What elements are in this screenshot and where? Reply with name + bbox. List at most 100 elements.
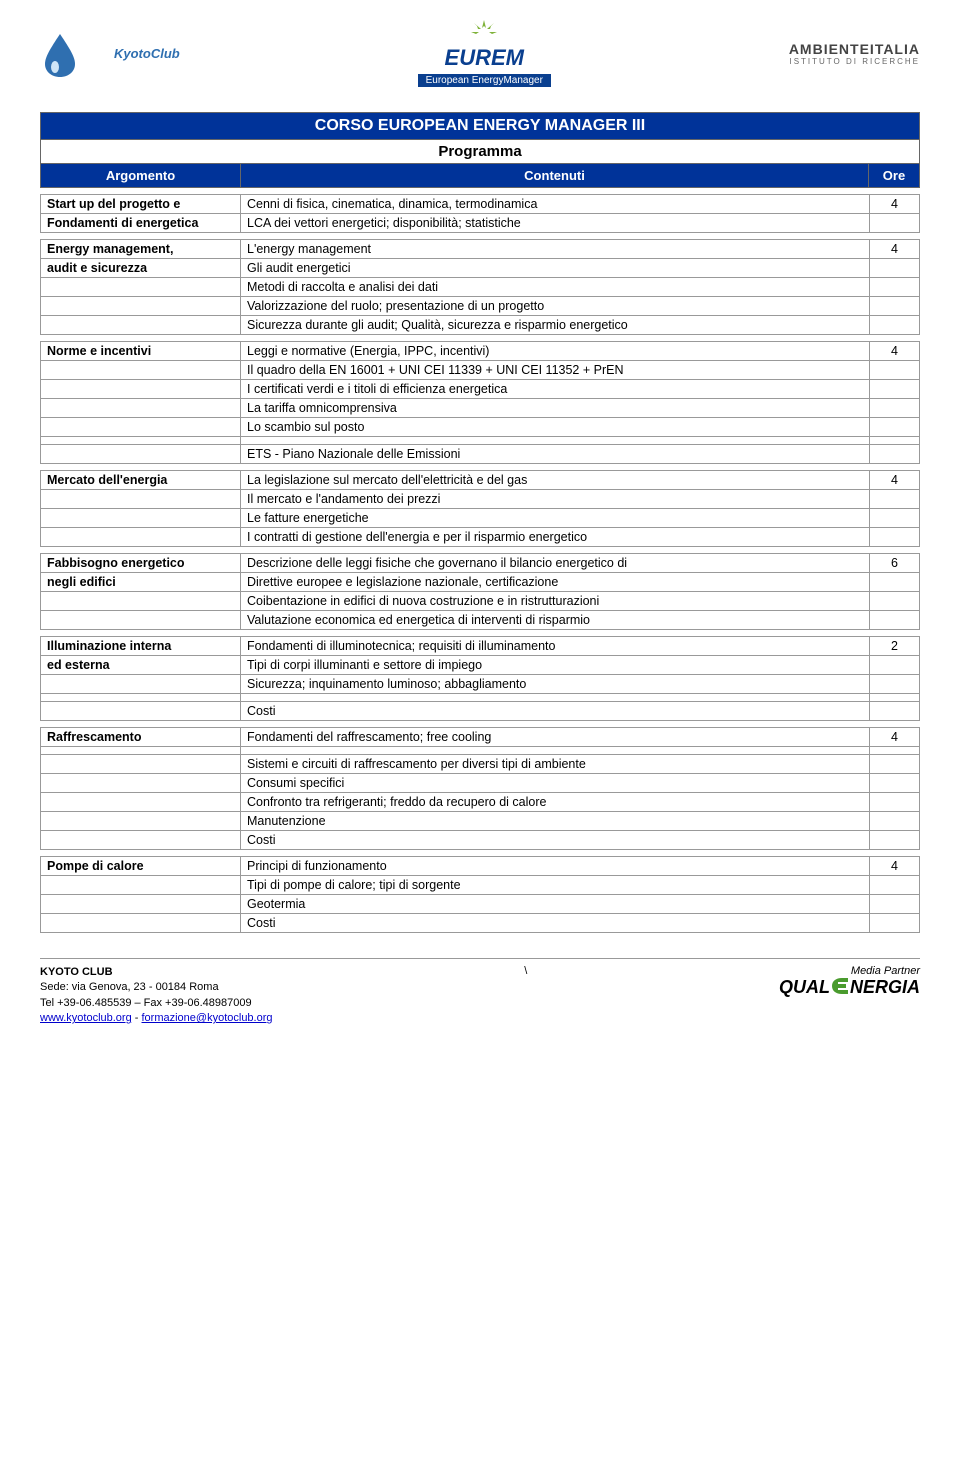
content-cell: Leggi e normative (Energia, IPPC, incent…	[241, 342, 870, 361]
gap-row	[41, 694, 920, 702]
topic-cell	[41, 380, 241, 399]
footer-email-link[interactable]: formazione@kyotoclub.org	[142, 1012, 273, 1024]
topic-cell	[41, 755, 241, 774]
hours-cell	[870, 592, 920, 611]
ambienteitalia-logo: AMBIENTEITALIA ISTITUTO DI RICERCHE	[789, 41, 920, 66]
table-row: ETS - Piano Nazionale delle Emissioni	[41, 445, 920, 464]
content-cell: I certificati verdi e i titoli di effici…	[241, 380, 870, 399]
table-row: Il mercato e l'andamento dei prezzi	[41, 490, 920, 509]
table-row: Costi	[41, 914, 920, 933]
content-cell: I contratti di gestione dell'energia e p…	[241, 528, 870, 547]
hours-cell	[870, 812, 920, 831]
hours-cell: 4	[870, 195, 920, 214]
content-cell: Valorizzazione del ruolo; presentazione …	[241, 297, 870, 316]
content-cell: La tariffa omnicomprensiva	[241, 399, 870, 418]
hours-cell	[870, 361, 920, 380]
hours-cell	[870, 914, 920, 933]
table-row: Geotermia	[41, 895, 920, 914]
content-cell: Sistemi e circuiti di raffrescamento per…	[241, 755, 870, 774]
content-cell: Costi	[241, 831, 870, 850]
content-cell: ETS - Piano Nazionale delle Emissioni	[241, 445, 870, 464]
table-row: audit e sicurezzaGli audit energetici	[41, 259, 920, 278]
footer-sep: -	[132, 1012, 142, 1024]
section-table: Norme e incentiviLeggi e normative (Ener…	[40, 341, 920, 464]
topic-cell: Illuminazione interna	[41, 637, 241, 656]
footer-address: Sede: via Genova, 23 - 00184 Roma	[40, 980, 273, 995]
table-row: Sicurezza durante gli audit; Qualità, si…	[41, 316, 920, 335]
content-cell: Coibentazione in edifici di nuova costru…	[241, 592, 870, 611]
content-cell: Descrizione delle leggi fisiche che gove…	[241, 554, 870, 573]
content-cell: Tipi di pompe di calore; tipi di sorgent…	[241, 876, 870, 895]
hours-cell: 4	[870, 857, 920, 876]
content-cell: Cenni di fisica, cinematica, dinamica, t…	[241, 195, 870, 214]
topic-cell	[41, 490, 241, 509]
topic-cell	[41, 297, 241, 316]
content-cell: Direttive europee e legislazione naziona…	[241, 573, 870, 592]
table-row: Pompe di calorePrincipi di funzionamento…	[41, 857, 920, 876]
topic-cell: Fabbisogno energetico	[41, 554, 241, 573]
hours-cell	[870, 399, 920, 418]
table-row: Le fatture energetiche	[41, 509, 920, 528]
content-cell: Metodi di raccolta e analisi dei dati	[241, 278, 870, 297]
hours-cell: 2	[870, 637, 920, 656]
hours-cell: 4	[870, 240, 920, 259]
table-row: Illuminazione internaFondamenti di illum…	[41, 637, 920, 656]
table-row: Consumi specifici	[41, 774, 920, 793]
table-row: La tariffa omnicomprensiva	[41, 399, 920, 418]
table-row: Sicurezza; inquinamento luminoso; abbagl…	[41, 675, 920, 694]
hours-cell	[870, 702, 920, 721]
table-row: negli edificiDirettive europee e legisla…	[41, 573, 920, 592]
topic-cell: ed esterna	[41, 656, 241, 675]
hours-cell	[870, 774, 920, 793]
section-table: Fabbisogno energeticoDescrizione delle l…	[40, 553, 920, 630]
section-table: Pompe di calorePrincipi di funzionamento…	[40, 856, 920, 933]
hours-cell	[870, 611, 920, 630]
table-row: Manutenzione	[41, 812, 920, 831]
topic-cell: Mercato dell'energia	[41, 471, 241, 490]
content-cell: Costi	[241, 914, 870, 933]
hours-cell	[870, 316, 920, 335]
footer-web-link[interactable]: www.kyotoclub.org	[40, 1012, 132, 1024]
topic-cell	[41, 278, 241, 297]
section-table: RaffrescamentoFondamenti del raffrescame…	[40, 727, 920, 850]
star-burst-icon	[469, 20, 499, 42]
ambiente-brand: AMBIENTEITALIA	[789, 41, 920, 57]
table-row: Valutazione economica ed energetica di i…	[41, 611, 920, 630]
topic-cell	[41, 675, 241, 694]
kyoto-club-text: KyotoClub	[114, 46, 180, 61]
table-row: Fabbisogno energeticoDescrizione delle l…	[41, 554, 920, 573]
table-row: Start up del progetto eCenni di fisica, …	[41, 195, 920, 214]
gap-row	[41, 747, 920, 755]
table-row: Tipi di pompe di calore; tipi di sorgent…	[41, 876, 920, 895]
table-row: Costi	[41, 702, 920, 721]
content-cell: Sicurezza; inquinamento luminoso; abbagl…	[241, 675, 870, 694]
topic-cell	[41, 812, 241, 831]
hours-cell	[870, 876, 920, 895]
table-row: Il quadro della EN 16001 + UNI CEI 11339…	[41, 361, 920, 380]
table-row: Valorizzazione del ruolo; presentazione …	[41, 297, 920, 316]
table-row: Energy management,L'energy management4	[41, 240, 920, 259]
topic-cell	[41, 592, 241, 611]
topic-cell	[41, 399, 241, 418]
section-table: Illuminazione internaFondamenti di illum…	[40, 636, 920, 721]
hours-cell: 6	[870, 554, 920, 573]
content-cell: Lo scambio sul posto	[241, 418, 870, 437]
topic-cell	[41, 316, 241, 335]
topic-cell	[41, 528, 241, 547]
hours-cell	[870, 755, 920, 774]
content-cell: Consumi specifici	[241, 774, 870, 793]
document-title: CORSO EUROPEAN ENERGY MANAGER III	[40, 112, 920, 140]
ambiente-tag: ISTITUTO DI RICERCHE	[789, 57, 920, 66]
col-header-argomento: Argomento	[41, 164, 241, 187]
section-table: Energy management,L'energy management4au…	[40, 239, 920, 335]
qualenergia-logo: QUALNERGIA	[779, 977, 920, 998]
table-row: I certificati verdi e i titoli di effici…	[41, 380, 920, 399]
topic-cell: audit e sicurezza	[41, 259, 241, 278]
hours-cell	[870, 445, 920, 464]
content-cell: La legislazione sul mercato dell'elettri…	[241, 471, 870, 490]
topic-cell: negli edifici	[41, 573, 241, 592]
hours-cell	[870, 490, 920, 509]
gap-row	[41, 437, 920, 445]
footer-org: KYOTO CLUB	[40, 965, 273, 980]
hours-cell: 4	[870, 728, 920, 747]
